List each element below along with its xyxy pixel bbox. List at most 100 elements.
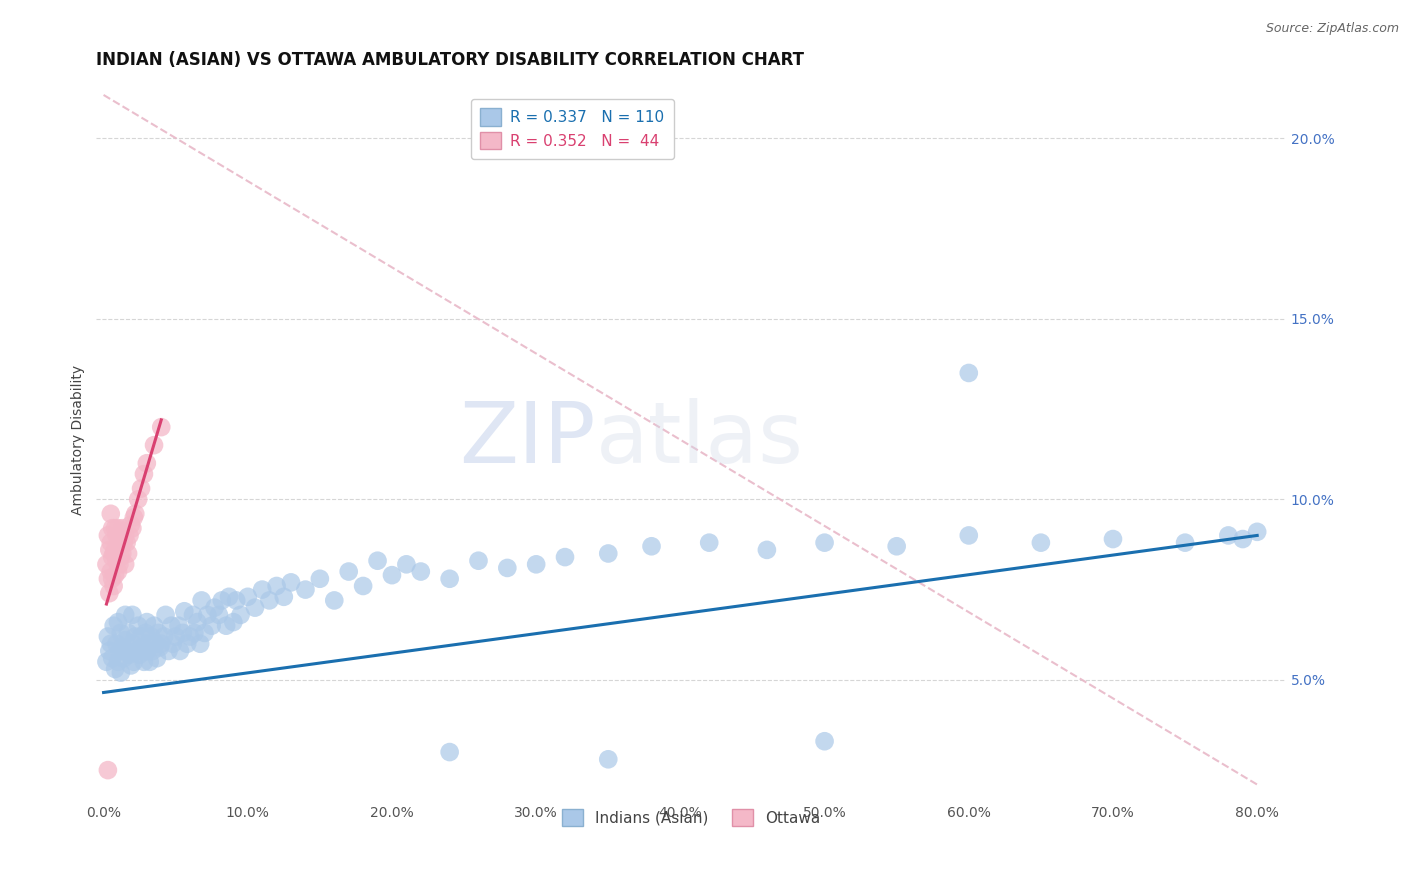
Point [193,626,215,640]
Point [186,615,208,629]
Point [96,655,118,669]
Point [146,651,169,665]
Point [143,438,166,452]
Point [218,590,240,604]
Point [157,644,180,658]
Point [273,590,295,604]
Point [121,521,143,535]
Point [229,607,252,622]
Point [188,637,211,651]
Point [127,492,149,507]
Point [886,539,908,553]
Point [112,651,135,665]
Point [107,655,129,669]
Point [294,582,316,597]
Point [112,535,135,549]
Point [337,565,360,579]
Point [124,630,146,644]
Point [150,420,173,434]
Point [107,615,129,629]
Point [108,532,131,546]
Point [697,535,720,549]
Point [183,626,205,640]
Point [145,637,167,651]
Point [110,665,132,680]
Point [104,568,127,582]
Point [367,554,389,568]
Point [352,579,374,593]
Point [114,607,136,622]
Point [148,626,170,640]
Point [813,535,835,549]
Point [122,655,145,669]
Point [115,644,138,658]
Point [236,590,259,604]
Point [266,579,288,593]
Point [136,637,159,651]
Point [121,607,143,622]
Point [155,607,177,622]
Point [132,467,155,481]
Point [554,550,576,565]
Point [211,593,233,607]
Point [101,651,124,665]
Point [121,637,143,651]
Point [138,655,160,669]
Point [96,558,118,572]
Point [173,604,195,618]
Point [1232,532,1254,546]
Point [98,542,121,557]
Point [117,547,139,561]
Point [101,572,124,586]
Point [160,618,183,632]
Point [309,572,332,586]
Point [165,630,187,644]
Point [250,582,273,597]
Point [409,565,432,579]
Point [111,547,134,561]
Point [103,579,125,593]
Point [97,630,120,644]
Point [1174,535,1197,549]
Point [105,554,128,568]
Point [141,630,163,644]
Point [108,558,131,572]
Point [101,521,124,535]
Point [215,618,238,632]
Point [124,507,146,521]
Point [117,626,139,640]
Point [111,521,134,535]
Point [142,644,165,658]
Point [110,626,132,640]
Point [120,658,142,673]
Point [149,640,172,655]
Point [176,637,198,651]
Point [208,607,231,622]
Text: INDIAN (ASIAN) VS OTTAWA AMBULATORY DISABILITY CORRELATION CHART: INDIAN (ASIAN) VS OTTAWA AMBULATORY DISA… [97,51,804,69]
Point [110,550,132,565]
Point [813,734,835,748]
Point [280,575,302,590]
Point [97,572,120,586]
Point [97,528,120,542]
Point [115,535,138,549]
Point [100,535,122,549]
Point [381,568,404,582]
Point [107,539,129,553]
Point [120,517,142,532]
Point [105,528,128,542]
Point [100,565,122,579]
Point [103,618,125,632]
Point [110,528,132,542]
Point [150,637,173,651]
Point [323,593,346,607]
Point [957,528,980,542]
Point [97,763,120,777]
Point [105,637,128,651]
Legend: Indians (Asian), Ottawa: Indians (Asian), Ottawa [554,801,828,834]
Y-axis label: Ambulatory Disability: Ambulatory Disability [72,365,86,515]
Point [114,558,136,572]
Point [100,507,122,521]
Point [122,510,145,524]
Point [118,648,141,662]
